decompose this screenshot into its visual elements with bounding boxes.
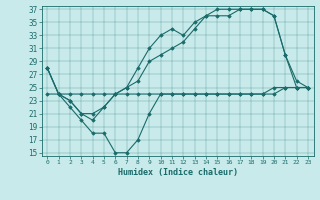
X-axis label: Humidex (Indice chaleur): Humidex (Indice chaleur) (118, 168, 237, 177)
